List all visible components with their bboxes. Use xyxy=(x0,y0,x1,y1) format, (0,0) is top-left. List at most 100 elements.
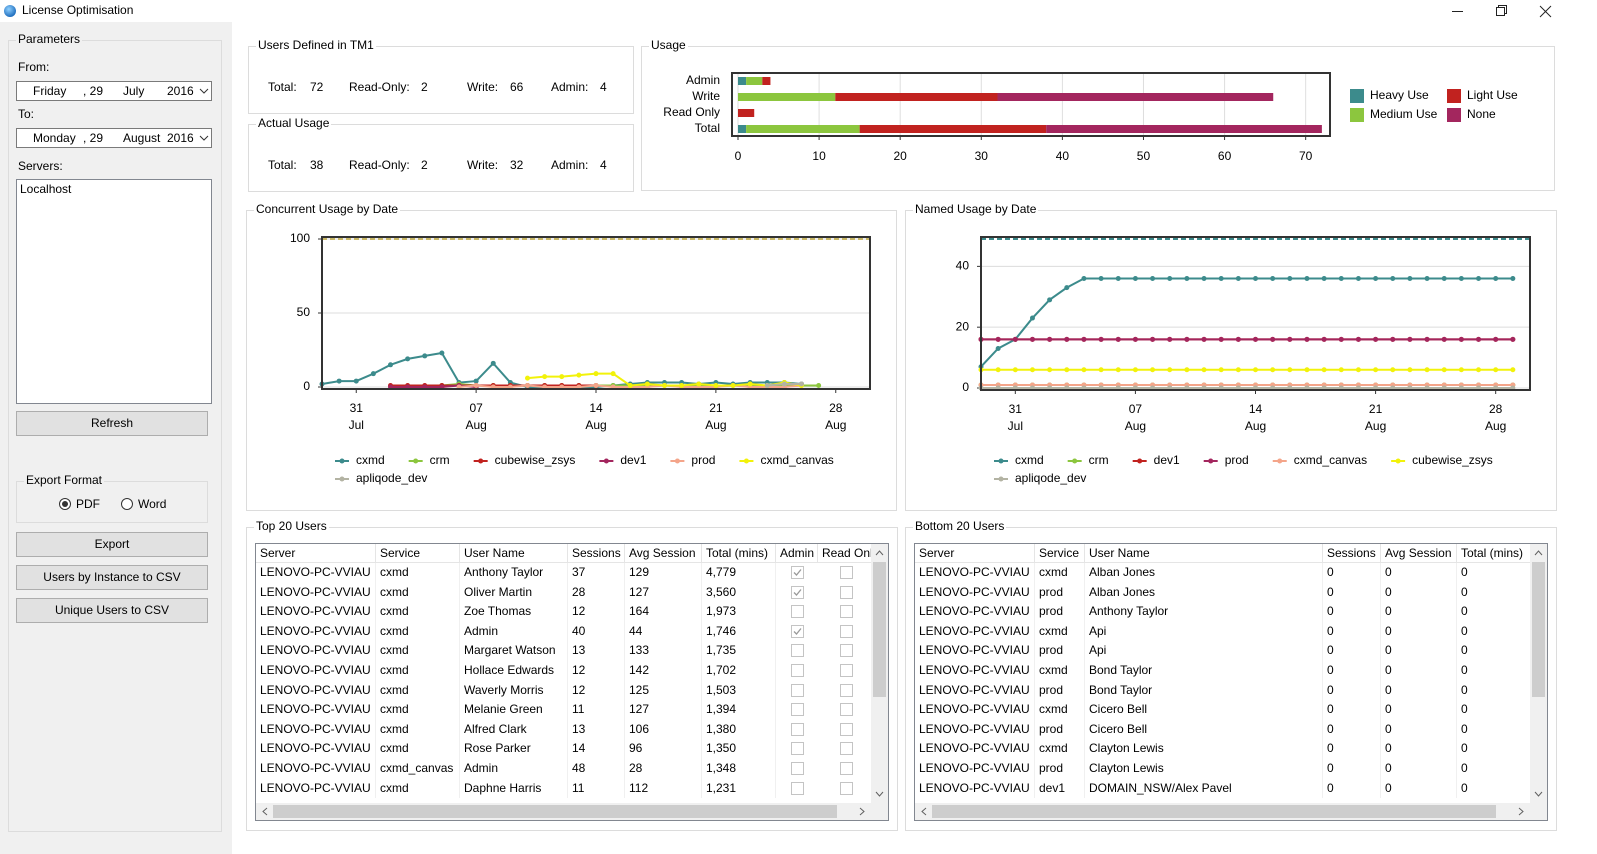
field-value: 4 xyxy=(600,158,607,172)
checkbox[interactable] xyxy=(839,644,853,658)
checkbox[interactable] xyxy=(839,762,853,775)
field-label: Read-Only: xyxy=(349,80,410,94)
date-part: , 29 xyxy=(83,84,104,98)
table-cell: LENOVO-PC-VVIAU xyxy=(256,700,376,720)
radio-button[interactable] xyxy=(58,497,72,511)
column-header[interactable]: Avg Session xyxy=(625,544,702,563)
action-button[interactable]: Users by Instance to CSV xyxy=(16,565,208,590)
restore-button[interactable] xyxy=(1496,5,1507,16)
scrollbars[interactable] xyxy=(256,544,888,820)
table-cell: 0 xyxy=(1381,582,1457,603)
action-button[interactable]: Unique Users to CSV xyxy=(16,598,208,623)
table-cell: 11 xyxy=(568,700,625,720)
server-list[interactable]: Localhost xyxy=(16,179,212,404)
table-cell: cxmd_canvas xyxy=(376,759,460,779)
checkbox[interactable] xyxy=(839,722,853,736)
table-cell: 106 xyxy=(625,719,702,740)
table-cell: Api xyxy=(1085,621,1323,642)
checkbox[interactable] xyxy=(791,605,804,619)
table-cell: Margaret Watson xyxy=(460,641,568,661)
checkbox[interactable] xyxy=(839,566,853,579)
refresh-button[interactable]: Refresh xyxy=(16,411,208,436)
table-cell: 12 xyxy=(568,680,625,701)
group-box xyxy=(905,527,1557,831)
checkbox[interactable] xyxy=(791,762,804,775)
radio-button[interactable] xyxy=(120,497,134,511)
checkbox[interactable] xyxy=(791,683,804,697)
table-cell: LENOVO-PC-VVIAU xyxy=(256,719,376,740)
table-cell: 0 xyxy=(1323,739,1381,759)
table-cell: LENOVO-PC-VVIAU xyxy=(256,661,376,681)
table-cell: 0 xyxy=(1381,778,1457,799)
checkbox[interactable] xyxy=(839,605,853,619)
column-header[interactable]: User Name xyxy=(1085,544,1323,563)
column-header[interactable]: Sessions xyxy=(1323,544,1381,563)
date-picker[interactable]: Friday , 29 July 2016 xyxy=(16,81,212,101)
checkbox[interactable] xyxy=(791,664,804,677)
scrollbars[interactable] xyxy=(915,544,1547,820)
table-cell: 44 xyxy=(625,621,702,642)
table-cell: prod xyxy=(1035,680,1085,701)
column-header[interactable]: Total (mins) xyxy=(702,544,776,563)
window-title: License Optimisation xyxy=(22,3,134,17)
table-cell: LENOVO-PC-VVIAU xyxy=(256,680,376,701)
column-header[interactable]: Service xyxy=(1035,544,1085,563)
table-cell: Rose Parker xyxy=(460,739,568,759)
date-picker[interactable]: Monday , 29 August 2016 xyxy=(16,128,212,148)
table-cell: cxmd xyxy=(376,563,460,583)
table-cell: LENOVO-PC-VVIAU xyxy=(915,778,1035,799)
table-cell: 0 xyxy=(1381,680,1457,701)
checkbox[interactable] xyxy=(839,624,853,638)
checkbox[interactable] xyxy=(791,644,804,658)
dropdown-arrow[interactable] xyxy=(199,88,209,95)
table-cell: DOMAIN_NSW/Alex Pavel xyxy=(1085,778,1323,799)
data-table[interactable]: Server Service User Name Sessions Avg Sessio… xyxy=(914,543,1548,821)
table-cell: 48 xyxy=(568,759,625,779)
column-header[interactable]: Service xyxy=(376,544,460,563)
checkbox[interactable] xyxy=(839,742,853,756)
checkbox[interactable] xyxy=(791,566,804,579)
checkbox[interactable] xyxy=(839,664,853,677)
table-cell: 1,231 xyxy=(702,778,776,799)
table-cell: 96 xyxy=(625,739,702,759)
checkbox[interactable] xyxy=(839,683,853,697)
close-button[interactable] xyxy=(1539,5,1552,18)
table-cell: 1,702 xyxy=(702,661,776,681)
action-button[interactable]: Export xyxy=(16,532,208,557)
checkbox[interactable] xyxy=(791,722,804,736)
table-cell: LENOVO-PC-VVIAU xyxy=(256,641,376,661)
checkbox[interactable] xyxy=(791,781,804,795)
radio-label: Word xyxy=(138,497,167,511)
table-cell: prod xyxy=(1035,641,1085,661)
table-cell: cxmd xyxy=(376,641,460,661)
table-cell: 1,735 xyxy=(702,641,776,661)
checkbox[interactable] xyxy=(791,585,804,599)
field-value: 2 xyxy=(421,80,428,94)
column-header[interactable]: Avg Session xyxy=(1381,544,1457,563)
checkbox[interactable] xyxy=(791,703,804,717)
table-cell: 0 xyxy=(1381,700,1457,720)
checkbox[interactable] xyxy=(791,624,804,638)
column-header[interactable]: Sessions xyxy=(568,544,625,563)
table-cell: cxmd xyxy=(376,680,460,701)
data-table[interactable]: Server Service User Name Sessions Avg Sessio… xyxy=(255,543,889,821)
column-header[interactable]: Admin xyxy=(776,544,818,563)
column-header[interactable]: Server xyxy=(915,544,1035,563)
server-item[interactable]: Localhost xyxy=(20,182,72,196)
column-header[interactable]: User Name xyxy=(460,544,568,563)
checkbox[interactable] xyxy=(839,781,853,795)
table-cell: prod xyxy=(1035,719,1085,740)
table-cell: Bond Taylor xyxy=(1085,661,1323,681)
table-cell: 0 xyxy=(1323,680,1381,701)
column-header[interactable]: Server xyxy=(256,544,376,563)
dropdown-arrow[interactable] xyxy=(199,135,209,142)
group-box xyxy=(905,210,1557,511)
checkbox[interactable] xyxy=(791,742,804,756)
table-cell: Daphne Harris xyxy=(460,778,568,799)
checkbox[interactable] xyxy=(839,703,853,717)
table-cell: Alfred Clark xyxy=(460,719,568,740)
checkbox[interactable] xyxy=(839,585,853,599)
table-cell: LENOVO-PC-VVIAU xyxy=(915,680,1035,701)
table-cell: 0 xyxy=(1323,778,1381,799)
